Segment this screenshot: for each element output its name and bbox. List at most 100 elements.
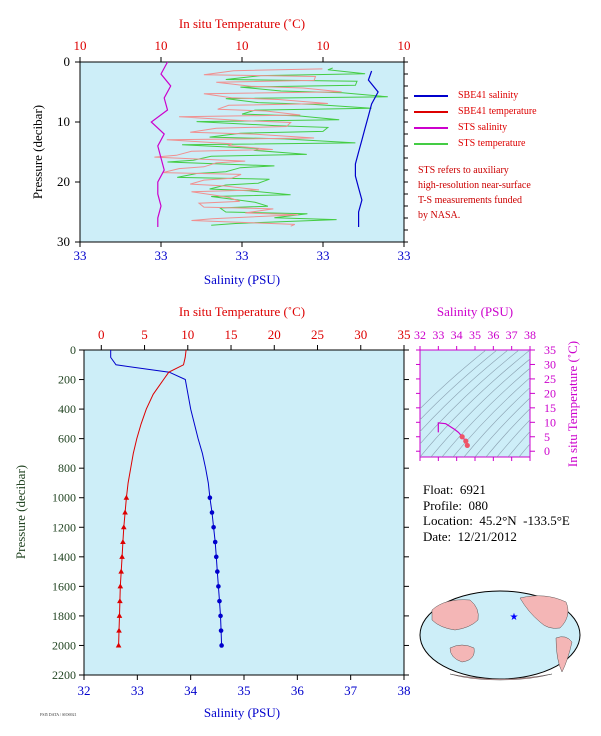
sts-temperature-line [167,67,388,226]
ts-x-tick-label: 33 [432,328,444,342]
full-profile-bottom-axis-label: Salinity (PSU) [204,705,280,720]
salinity-marker [218,628,224,633]
density-contour [420,350,530,457]
y-tick-label: 10 [57,114,70,129]
sts-note: STS refers to auxiliary high-resolution … [418,163,598,223]
world-map: ★ [419,590,581,681]
salinity-lines [150,61,379,227]
sbe41-temperature-line [154,68,342,227]
y-tick-label: 0 [70,343,76,357]
full-profile-panel: 0 5 10 15 20 25 30 35 32 33 34 35 36 37 38 0 200 400 600 80… [13,304,411,720]
bottom-tick-label: 33 [236,248,249,263]
map-north-america [519,595,569,629]
temperature-marker [118,568,124,574]
ts-x-tick-label: 35 [469,328,481,342]
ts-point [459,434,465,440]
bottom-tick-label: 33 [131,683,144,698]
y-tick-label: 20 [57,174,70,189]
near-surface-plot-area [79,61,405,243]
sbe41-temperature-path [154,68,342,227]
salinity-marker [218,613,223,619]
ts-point [463,438,469,444]
temperature-marker [123,494,130,500]
ts-data [437,422,470,449]
top-tick-label: 25 [311,327,324,342]
top-tick-label: 30 [354,327,367,342]
note-line: high-resolution near-surface [418,180,531,191]
density-contour [463,387,530,457]
density-contour [430,358,530,457]
bottom-tick-label: 38 [398,683,411,698]
ts-y-tick-label: 0 [544,444,550,458]
footer-text: FSI5 DATA / SIO6921 [40,712,77,717]
top-tick-label: 10 [74,38,87,53]
date: Date: 12/21/2012 [423,528,517,544]
density-contour [507,431,530,457]
top-tick-label: 35 [398,327,411,342]
temperature-marker [116,612,123,618]
y-tick-label: 1800 [52,609,76,623]
map-antarctica [449,673,553,681]
y-tick-label: 600 [58,432,76,446]
top-tick-label: 10 [181,327,194,342]
y-tick-label: 800 [58,461,76,475]
bottom-tick-label: 37 [344,683,358,698]
bottom-tick-label: 32 [78,683,91,698]
bottom-tick-label: 35 [238,683,251,698]
ts-x-tick-label: 38 [524,328,536,342]
salinity-marker [216,584,221,589]
density-contour [485,408,530,457]
note-line: T-S measurements funded [418,195,523,206]
top-tick-label: 10 [398,38,411,53]
salinity-marker [213,554,219,560]
legend-label: STS temperature [458,138,526,149]
bottom-tick-label: 36 [291,683,305,698]
salinity-marker [209,510,215,515]
y-tick-label: 2000 [52,638,76,652]
note-line: by NASA. [418,210,461,221]
bottom-tick-label: 33 [398,248,411,263]
density-contour [452,377,530,457]
bottom-tick-label: 33 [317,248,330,263]
salinity-marker [215,569,220,574]
top-tick-label: 10 [317,38,330,53]
y-tick-label: 1200 [52,520,76,534]
ts-point [464,442,470,449]
density-contour [474,397,530,457]
full-profile-ticks: 0 5 10 15 20 25 30 35 32 33 34 35 36 37 38 0 200 400 600 80… [52,327,411,698]
temperature-marker [115,642,122,648]
full-profile-top-axis-label: In situ Temperature (˚C) [179,304,305,319]
full-profile-plot-area [83,349,405,676]
ts-y-axis-label: In situ Temperature (˚C) [565,341,580,467]
y-tick-label: 30 [57,234,70,249]
note-line: STS refers to auxiliary [418,165,509,176]
ts-top-axis-label: Salinity (PSU) [437,304,513,319]
float-location-marker: ★ [510,612,519,623]
near-surface-bottom-axis-label: Salinity (PSU) [204,272,280,287]
salinity-marker [207,495,213,501]
legend-swatch [414,95,448,97]
location: Location: 45.2°N -133.5°E [423,513,570,528]
sts-temperature-path [167,67,388,226]
near-surface-y-axis-label: Pressure (decibar) [30,105,45,199]
temperature-marker [120,524,127,530]
y-tick-label: 1000 [52,491,76,505]
density-contours [420,350,530,457]
salinity-marker [212,539,218,545]
ts-x-tick-label: 37 [506,328,518,342]
legend-label: SBE41 temperature [458,106,537,117]
profile-number: Profile: 080 [423,497,488,513]
top-tick-label: 0 [98,327,105,342]
legend-item-sts-salinity: STS salinity [414,120,537,136]
legend-item-sbe41-temperature: SBE41 temperature [414,104,537,120]
ts-y-tick-label: 5 [544,430,550,444]
salinity-marker [219,643,224,648]
map-asia [431,599,479,631]
top-tick-label: 15 [225,327,238,342]
map-south-america [555,636,573,673]
ts-y-tick-label: 30 [544,357,556,371]
